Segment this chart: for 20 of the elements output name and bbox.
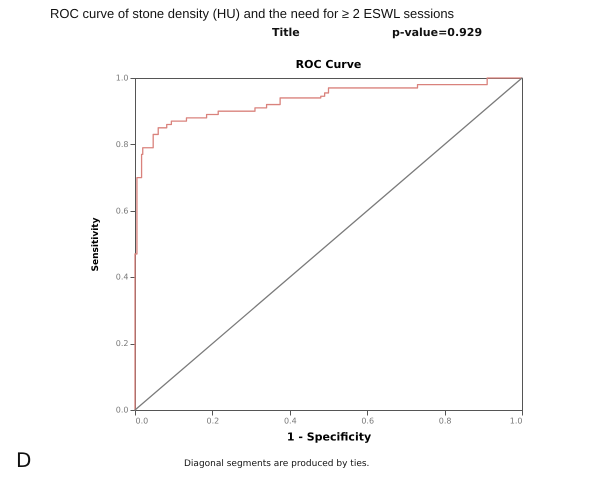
chart-subtitle: ROC Curve bbox=[296, 58, 362, 71]
y-tick-label: 0.4 bbox=[116, 272, 128, 282]
x-tick-label: 0.8 bbox=[438, 416, 452, 426]
text: p-value=0.929 bbox=[392, 26, 482, 39]
x-tick-label: 1.0 bbox=[510, 416, 522, 426]
text: D bbox=[16, 448, 32, 472]
x-tick-label: 0.0 bbox=[136, 416, 148, 426]
y-tick-label: 0.2 bbox=[116, 339, 128, 348]
x-tick-label: 0.4 bbox=[284, 416, 297, 426]
text: Title bbox=[272, 26, 300, 39]
text: Diagonal segments are produced by ties. bbox=[184, 459, 370, 469]
y-tick-label: 1.0 bbox=[116, 74, 128, 82]
y-tick-label: 0.0 bbox=[116, 406, 128, 414]
y-axis-title: Sensitivity bbox=[90, 217, 101, 272]
x-axis-title: 1 - Specificity bbox=[286, 430, 372, 444]
y-tick-label: 0.6 bbox=[116, 206, 128, 216]
x-tick-label: 0.6 bbox=[361, 416, 374, 426]
y-tick-label: 0.8 bbox=[116, 140, 128, 149]
chart-title: ROC curve of stone density (HU) and the need for ≥ 2 ESWL sessions bbox=[50, 6, 454, 21]
x-tick-label: 0.2 bbox=[206, 416, 220, 426]
